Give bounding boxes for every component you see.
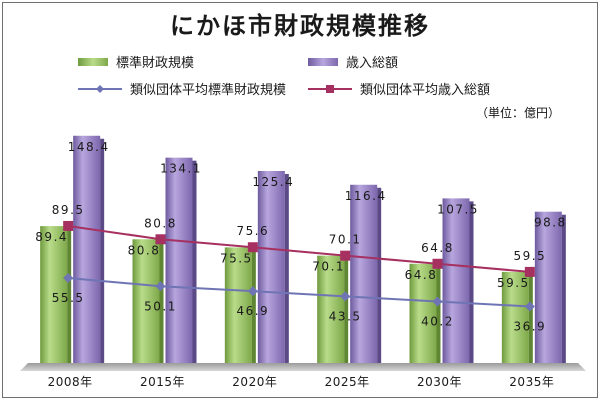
legend-item-avg-revenue: 類似団体平均歳入総額 [308, 79, 490, 98]
legend-item-avg-standard: 類似団体平均標準財政規模 [78, 79, 286, 98]
bar-revenue [442, 198, 470, 363]
x-tick-label: 2008年 [48, 375, 93, 389]
bar-revenue [257, 170, 285, 363]
bar-revenue-value-label: 134.1 [160, 162, 202, 176]
x-tick-label: 2030年 [417, 375, 462, 389]
bar-standard [409, 263, 437, 363]
bar-standard [132, 239, 160, 363]
avg-standard-value-label: 40.2 [421, 314, 454, 328]
bar-standard-side [344, 258, 349, 363]
avg-revenue-marker [155, 234, 166, 245]
bar-revenue-side [284, 173, 289, 363]
avg-standard-marker [63, 273, 74, 284]
chart-floor [20, 363, 586, 371]
avg-revenue-value-label: 89.5 [52, 203, 85, 217]
bar-revenue-value-label: 107.5 [437, 202, 479, 216]
legend-swatch-green [78, 57, 108, 66]
bar-revenue-side [192, 160, 197, 363]
bar-standard-side [67, 229, 72, 363]
x-tick-label: 2025年 [325, 375, 370, 389]
x-tick-label: 2015年 [140, 375, 185, 389]
avg-revenue-value-label: 75.6 [236, 224, 269, 238]
bar-standard-value-label: 89.4 [35, 230, 68, 244]
x-tick-label: 2035年 [509, 375, 554, 389]
avg-revenue-value-label: 70.1 [329, 233, 362, 247]
bar-revenue [350, 184, 378, 363]
avg-standard-marker [524, 301, 535, 312]
bar-standard-side [436, 266, 441, 363]
legend-item-revenue: 歳入総額 [308, 52, 398, 71]
avg-standard-value-label: 55.5 [52, 291, 85, 305]
legend-swatch-purple [308, 57, 338, 66]
avg-revenue-marker [340, 250, 351, 261]
bar-revenue-value-label: 98.8 [534, 216, 567, 230]
avg-revenue-marker [432, 258, 443, 269]
legend-label-avg-standard: 類似団体平均標準財政規模 [130, 83, 287, 98]
bar-standard-side [251, 250, 256, 363]
legend-swatch-diamond-line [78, 84, 122, 94]
bar-standard-side [528, 274, 533, 363]
bar-standard [40, 226, 68, 363]
avg-standard-marker [247, 286, 258, 297]
chart-title: にかほ市財政規模推移 [170, 12, 430, 40]
plot-area: 89.4 148.4 2008年 80.8 134.1 2015年 75.5 125.4 202… [20, 135, 586, 389]
unit-label: （単位：億円） [475, 106, 560, 120]
avg-standard-value-label: 50.1 [144, 299, 177, 313]
avg-revenue-marker [524, 266, 535, 277]
avg-revenue-value-label: 64.8 [421, 241, 454, 255]
legend-label-standard: 標準財政規模 [116, 56, 195, 71]
avg-standard-value-label: 43.5 [329, 309, 362, 323]
bar-standard [501, 271, 529, 363]
legend-label-revenue: 歳入総額 [346, 56, 399, 71]
bar-revenue-value-label: 148.4 [68, 140, 110, 154]
bar-revenue [165, 157, 193, 363]
bar-revenue-side [377, 187, 382, 363]
bar-standard-value-label: 70.1 [312, 260, 345, 274]
bar-revenue-value-label: 125.4 [252, 175, 294, 189]
avg-revenue-marker [63, 220, 74, 231]
avg-revenue-value-label: 59.5 [513, 249, 546, 263]
avg-standard-line [68, 277, 530, 308]
bar-standard-value-label: 80.8 [128, 243, 161, 257]
bar-revenue-side [561, 214, 566, 363]
bar-revenue [534, 211, 562, 363]
legend-item-standard: 標準財政規模 [78, 52, 194, 71]
bar-standard [224, 247, 252, 363]
bar-standard-side [159, 242, 164, 363]
avg-standard-marker [340, 291, 351, 302]
avg-standard-marker [432, 296, 443, 307]
bar-standard-value-label: 64.8 [405, 268, 438, 282]
bar-revenue-side [469, 201, 474, 363]
avg-standard-value-label: 36.9 [513, 319, 546, 333]
bar-standard-value-label: 59.5 [497, 276, 530, 290]
avg-revenue-value-label: 80.8 [144, 216, 177, 230]
bar-revenue [73, 135, 101, 363]
legend-swatch-square-line [308, 84, 352, 94]
legend-label-avg-revenue: 類似団体平均歳入総額 [360, 83, 491, 98]
bar-revenue-value-label: 116.4 [345, 189, 387, 203]
bar-standard [317, 255, 345, 363]
bar-standard-value-label: 75.5 [220, 251, 253, 265]
avg-revenue-line [68, 224, 530, 273]
avg-standard-value-label: 46.9 [236, 304, 269, 318]
bar-revenue-side [100, 138, 105, 363]
avg-standard-marker [155, 281, 166, 292]
avg-revenue-marker [247, 242, 258, 253]
x-tick-label: 2020年 [232, 375, 277, 389]
